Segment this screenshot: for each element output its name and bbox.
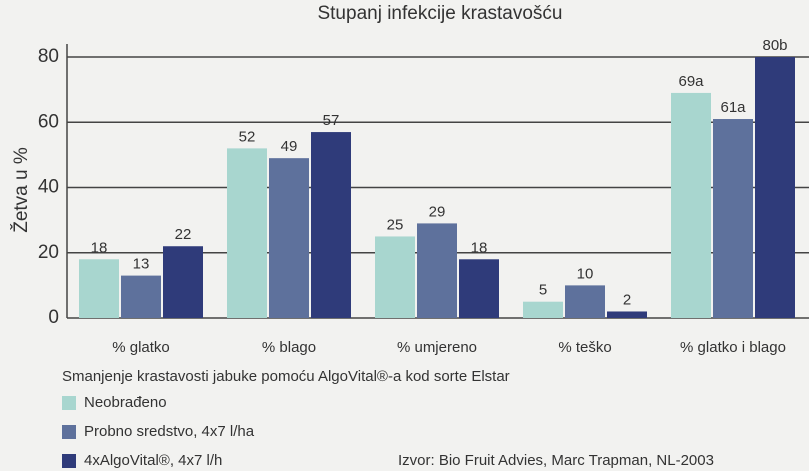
y-axis-label: Žetva u % — [10, 147, 32, 233]
bar — [311, 132, 351, 318]
bar — [79, 259, 119, 318]
bar — [227, 148, 267, 318]
value-label: 10 — [577, 265, 594, 282]
value-label: 13 — [133, 256, 150, 273]
value-label: 52 — [239, 128, 256, 145]
y-tick-label: 60 — [38, 111, 59, 132]
value-label: 18 — [91, 239, 108, 256]
bar — [269, 158, 309, 318]
value-label: 57 — [323, 112, 340, 129]
bar — [713, 119, 753, 319]
legend-label: Neobrađeno — [84, 394, 167, 411]
value-label: 2 — [623, 291, 631, 308]
value-label: 25 — [387, 216, 404, 233]
x-tick-label: % teško — [558, 339, 611, 356]
x-tick-label: % blago — [262, 339, 316, 356]
x-tick-label: % umjereno — [397, 339, 477, 356]
y-tick-label: 0 — [48, 307, 59, 328]
bar — [523, 301, 563, 318]
value-label: 69a — [678, 73, 704, 90]
value-label: 61a — [720, 99, 746, 116]
x-tick-label: % glatko i blago — [680, 339, 786, 356]
y-tick-label: 40 — [38, 177, 59, 198]
bar — [607, 311, 647, 318]
bar — [417, 223, 457, 318]
bar — [375, 236, 415, 318]
value-label: 49 — [281, 138, 298, 155]
legend-swatch — [62, 396, 76, 410]
bar — [163, 246, 203, 318]
bar — [671, 92, 711, 318]
bar — [121, 275, 161, 318]
caption: Smanjenje krastavosti jabuke pomoću Algo… — [62, 368, 510, 385]
chart-title: Stupanj infekcije krastavošću — [317, 3, 562, 24]
value-label: 18 — [471, 239, 488, 256]
value-label: 5 — [539, 282, 547, 299]
y-tick-label: 80 — [38, 46, 59, 67]
legend-swatch — [62, 454, 76, 468]
value-label: 29 — [429, 203, 446, 220]
bar — [565, 285, 605, 318]
value-label: 80b — [762, 37, 787, 54]
value-label: 22 — [175, 226, 192, 243]
legend-label: Probno sredstvo, 4x7 l/ha — [84, 423, 255, 440]
bar — [459, 259, 499, 318]
source: Izvor: Bio Fruit Advies, Marc Trapman, N… — [398, 452, 714, 469]
x-tick-label: % glatko — [112, 339, 170, 356]
y-tick-label: 20 — [38, 242, 59, 263]
legend-swatch — [62, 425, 76, 439]
bar — [755, 57, 795, 319]
legend-label: 4xAlgoVital®, 4x7 l/h — [84, 452, 222, 469]
